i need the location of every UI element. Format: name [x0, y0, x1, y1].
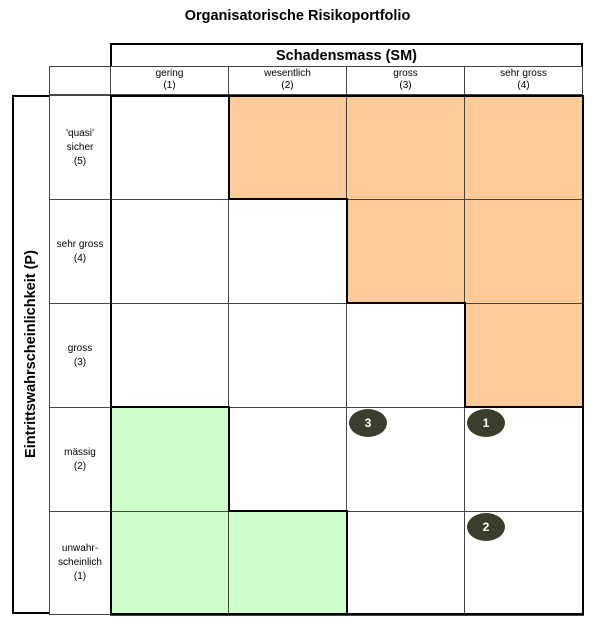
matrix-cell [346, 95, 465, 200]
zone-boundary-line [228, 510, 348, 512]
zone-boundary-line [346, 302, 466, 304]
column-header-sehr-gross: sehr gross (4) [464, 66, 583, 95]
matrix-cell [228, 199, 347, 304]
zone-boundary-line [346, 510, 348, 615]
column-header-label: wesentlich [264, 68, 311, 79]
matrix-cell [110, 199, 229, 304]
row-header-value: (5) [73, 155, 87, 167]
row-header-line: unwahr- [61, 543, 99, 554]
matrix-cell [110, 95, 229, 200]
row-header-line: mässig [64, 446, 96, 458]
row-header-value: (1) [73, 571, 87, 582]
row-header-line: 'quasi' [66, 127, 94, 139]
row-header-line: gross [67, 342, 93, 354]
zone-boundary-line [346, 198, 348, 304]
column-header-label: gross [393, 68, 418, 79]
x-axis-title: Schadensmass (SM) [110, 43, 583, 67]
zone-boundary-line [464, 406, 584, 408]
row-header-value: (2) [73, 460, 87, 472]
matrix-cell [346, 303, 465, 408]
zone-boundary-line [582, 95, 584, 615]
column-header-value: (4) [517, 80, 530, 91]
risk-marker: 2 [467, 513, 505, 541]
zone-boundary-line [228, 406, 230, 512]
zone-boundary-line [228, 198, 348, 200]
matrix-cell [346, 511, 465, 616]
column-header-value: (1) [163, 80, 176, 91]
column-header-label: gering [155, 68, 184, 79]
matrix-cell [464, 95, 584, 200]
row-header-line: sehr gross [56, 238, 104, 250]
matrix-cell [228, 303, 347, 408]
column-header-value: (3) [399, 80, 412, 91]
zone-boundary-line [228, 95, 230, 200]
matrix-cell [110, 303, 229, 408]
row-header-line: scheinlich [58, 557, 102, 568]
zone-boundary-line [110, 95, 112, 615]
matrix-cell [464, 303, 584, 408]
zone-boundary-line [464, 302, 466, 408]
diagram-title: Organisatorische Risikoportfolio [184, 8, 411, 24]
matrix-cell [464, 199, 584, 304]
row-header-value: (4) [73, 252, 87, 264]
matrix-cell [228, 511, 347, 616]
row-header-value: (3) [73, 356, 87, 368]
row-header-line: sicher [66, 141, 94, 153]
y-axis-title-box [12, 95, 50, 614]
matrix-cell [110, 511, 229, 616]
matrix-cell [228, 407, 347, 512]
matrix-cell [110, 407, 229, 512]
column-header-label: sehr gross [500, 68, 547, 79]
zone-boundary-line [110, 406, 230, 408]
risk-marker: 1 [467, 409, 505, 437]
matrix-cell [228, 95, 347, 200]
matrix-cell [346, 199, 465, 304]
column-header-value: (2) [281, 80, 294, 91]
risk-marker: 3 [349, 409, 387, 437]
zone-boundary-line [110, 95, 584, 97]
